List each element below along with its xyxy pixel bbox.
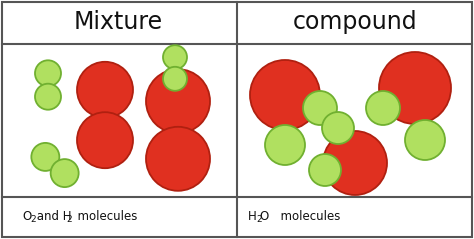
Circle shape [77, 62, 133, 118]
Circle shape [323, 131, 387, 195]
Circle shape [146, 127, 210, 191]
Circle shape [265, 125, 305, 165]
Text: O   molecules: O molecules [260, 211, 340, 223]
Circle shape [366, 91, 400, 125]
Text: Mixture: Mixture [73, 10, 163, 34]
Text: compound: compound [292, 10, 417, 34]
Circle shape [322, 112, 354, 144]
Circle shape [51, 159, 79, 187]
FancyBboxPatch shape [2, 2, 472, 237]
Text: molecules: molecules [70, 211, 137, 223]
Circle shape [303, 91, 337, 125]
Text: and H: and H [33, 211, 72, 223]
Circle shape [379, 52, 451, 124]
Text: O: O [22, 211, 31, 223]
Circle shape [250, 60, 320, 130]
Circle shape [35, 84, 61, 110]
Circle shape [77, 112, 133, 168]
Circle shape [163, 67, 187, 91]
Text: 2: 2 [66, 216, 72, 224]
Text: 2: 2 [256, 216, 262, 224]
Circle shape [309, 154, 341, 186]
Circle shape [31, 143, 59, 171]
Text: 2: 2 [30, 216, 36, 224]
Circle shape [163, 45, 187, 69]
Circle shape [35, 60, 61, 86]
Circle shape [146, 69, 210, 133]
Text: H: H [248, 211, 257, 223]
Circle shape [405, 120, 445, 160]
